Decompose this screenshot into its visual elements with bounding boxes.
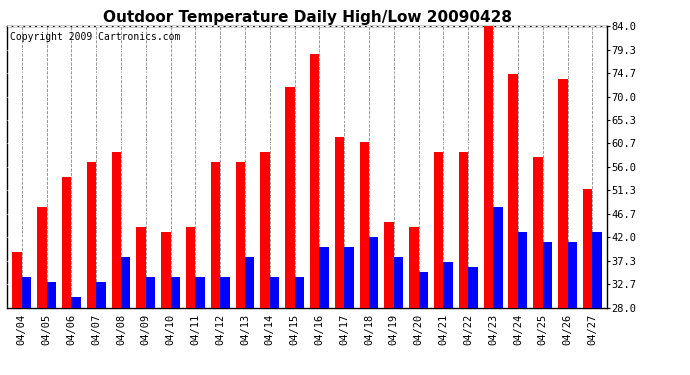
- Bar: [121, 257, 130, 307]
- Bar: [37, 207, 47, 308]
- Bar: [245, 257, 255, 307]
- Bar: [583, 189, 592, 308]
- Bar: [220, 278, 230, 308]
- Bar: [344, 247, 354, 308]
- Bar: [47, 282, 56, 308]
- Bar: [112, 152, 121, 308]
- Text: Copyright 2009 Cartronics.com: Copyright 2009 Cartronics.com: [10, 32, 180, 42]
- Bar: [543, 242, 552, 308]
- Bar: [394, 257, 403, 307]
- Bar: [493, 207, 502, 308]
- Bar: [359, 142, 369, 308]
- Bar: [434, 152, 444, 308]
- Bar: [96, 282, 106, 308]
- Bar: [235, 162, 245, 308]
- Bar: [459, 152, 469, 308]
- Bar: [592, 232, 602, 308]
- Bar: [71, 297, 81, 307]
- Bar: [369, 237, 379, 308]
- Bar: [384, 222, 394, 308]
- Bar: [567, 242, 577, 308]
- Bar: [161, 232, 170, 308]
- Bar: [310, 54, 319, 307]
- Bar: [319, 247, 329, 308]
- Bar: [211, 162, 220, 308]
- Bar: [444, 262, 453, 308]
- Bar: [146, 278, 155, 308]
- Bar: [260, 152, 270, 308]
- Bar: [335, 137, 344, 308]
- Bar: [419, 272, 428, 308]
- Bar: [558, 79, 567, 308]
- Bar: [285, 87, 295, 308]
- Bar: [186, 227, 195, 308]
- Bar: [22, 278, 31, 308]
- Bar: [170, 278, 180, 308]
- Bar: [270, 278, 279, 308]
- Bar: [62, 177, 71, 308]
- Bar: [409, 227, 419, 308]
- Bar: [484, 26, 493, 308]
- Bar: [469, 267, 477, 308]
- Bar: [137, 227, 146, 308]
- Bar: [518, 232, 527, 308]
- Bar: [12, 252, 22, 308]
- Bar: [533, 157, 543, 308]
- Title: Outdoor Temperature Daily High/Low 20090428: Outdoor Temperature Daily High/Low 20090…: [103, 10, 511, 25]
- Bar: [195, 278, 205, 308]
- Bar: [87, 162, 96, 308]
- Bar: [509, 74, 518, 308]
- Bar: [295, 278, 304, 308]
